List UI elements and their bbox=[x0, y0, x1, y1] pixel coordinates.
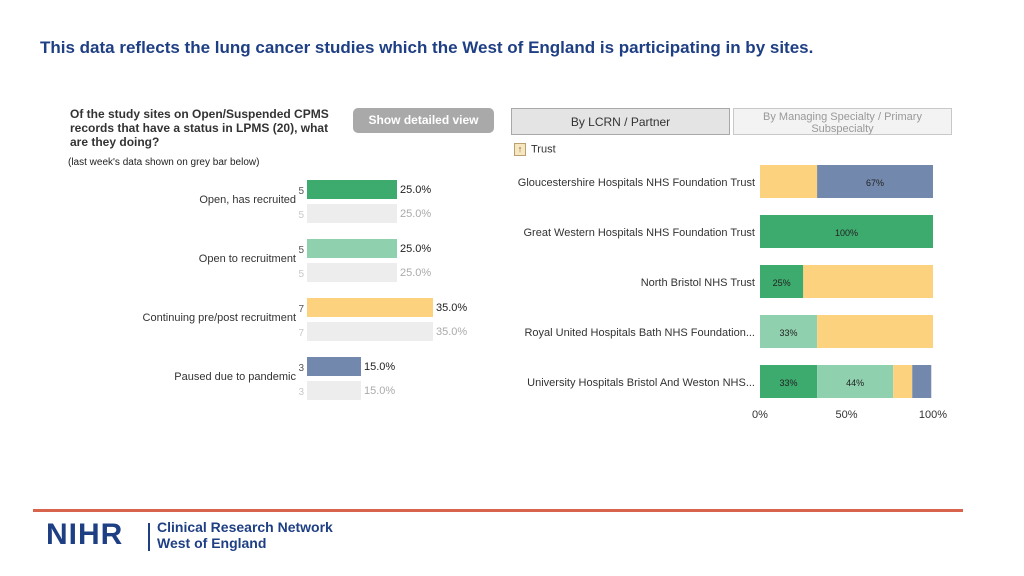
previous-bar bbox=[307, 204, 397, 223]
segment-value-label: 44% bbox=[846, 378, 864, 388]
sort-icon[interactable]: ↑ bbox=[514, 143, 526, 156]
nihr-logo: NIHR bbox=[46, 518, 123, 552]
current-count-label: 5 bbox=[298, 245, 304, 256]
current-bar bbox=[307, 180, 397, 199]
x-tick-label: 50% bbox=[835, 409, 857, 421]
current-bar bbox=[307, 298, 433, 317]
logo-subtitle-line2: West of England bbox=[157, 535, 266, 551]
trust-stacked-bar-chart: Gloucestershire Hospitals NHS Foundation… bbox=[510, 158, 980, 428]
trust-label: University Hospitals Bristol And Weston … bbox=[527, 377, 755, 389]
segment-value-label: 67% bbox=[866, 178, 884, 188]
current-value-label: 25.0% bbox=[400, 184, 431, 196]
x-tick-label: 0% bbox=[752, 409, 768, 421]
previous-value-label: 25.0% bbox=[400, 267, 431, 279]
segment-value-label: 100% bbox=[835, 228, 858, 238]
previous-bar bbox=[307, 322, 433, 341]
previous-count-label: 5 bbox=[298, 269, 304, 280]
trust-sort-label: Trust bbox=[531, 143, 556, 155]
previous-value-label: 35.0% bbox=[436, 326, 467, 338]
last-week-note: (last week's data shown on grey bar belo… bbox=[68, 157, 259, 168]
tab-by-managing-specialty[interactable]: By Managing Specialty / Primary Subspeci… bbox=[733, 108, 952, 135]
current-value-label: 35.0% bbox=[436, 302, 467, 314]
category-label: Paused due to pandemic bbox=[174, 371, 296, 383]
trust-label: Gloucestershire Hospitals NHS Foundation… bbox=[518, 177, 755, 189]
current-count-label: 5 bbox=[298, 186, 304, 197]
tab-by-lcrn-partner[interactable]: By LCRN / Partner bbox=[511, 108, 730, 135]
category-label: Open, has recruited bbox=[199, 194, 296, 206]
current-count-label: 7 bbox=[298, 304, 304, 315]
trust-label: Great Western Hospitals NHS Foundation T… bbox=[523, 227, 755, 239]
current-value-label: 15.0% bbox=[364, 361, 395, 373]
previous-bar bbox=[307, 381, 361, 400]
segment-value-label: 25% bbox=[773, 278, 791, 288]
x-tick-label: 100% bbox=[919, 409, 947, 421]
segment-value-label: 33% bbox=[780, 328, 798, 338]
left-chart-title: Of the study sites on Open/Suspended CPM… bbox=[70, 107, 345, 149]
previous-bar bbox=[307, 263, 397, 282]
category-label: Open to recruitment bbox=[199, 253, 296, 265]
segment-value-label: 33% bbox=[780, 378, 798, 388]
previous-count-label: 3 bbox=[298, 387, 304, 398]
trust-label: Royal United Hospitals Bath NHS Foundati… bbox=[524, 327, 755, 339]
category-label: Continuing pre/post recruitment bbox=[143, 312, 296, 324]
current-value-label: 25.0% bbox=[400, 243, 431, 255]
stacked-segment bbox=[760, 165, 817, 198]
current-bar bbox=[307, 239, 397, 258]
show-detailed-view-button[interactable]: Show detailed view bbox=[353, 108, 494, 133]
previous-count-label: 5 bbox=[298, 210, 304, 221]
stacked-segment bbox=[803, 265, 933, 298]
stacked-segment bbox=[817, 315, 933, 348]
previous-value-label: 15.0% bbox=[364, 385, 395, 397]
logo-separator bbox=[148, 523, 150, 551]
current-count-label: 3 bbox=[298, 363, 304, 374]
trust-label: North Bristol NHS Trust bbox=[641, 277, 755, 289]
logo-subtitle-line1: Clinical Research Network bbox=[157, 519, 333, 535]
stacked-segment bbox=[912, 365, 931, 398]
page-title: This data reflects the lung cancer studi… bbox=[40, 38, 813, 58]
previous-value-label: 25.0% bbox=[400, 208, 431, 220]
footer-divider bbox=[33, 509, 963, 512]
current-bar bbox=[307, 357, 361, 376]
previous-count-label: 7 bbox=[298, 328, 304, 339]
trust-sort-toggle[interactable]: ↑ Trust bbox=[514, 143, 556, 156]
stacked-segment bbox=[893, 365, 912, 398]
